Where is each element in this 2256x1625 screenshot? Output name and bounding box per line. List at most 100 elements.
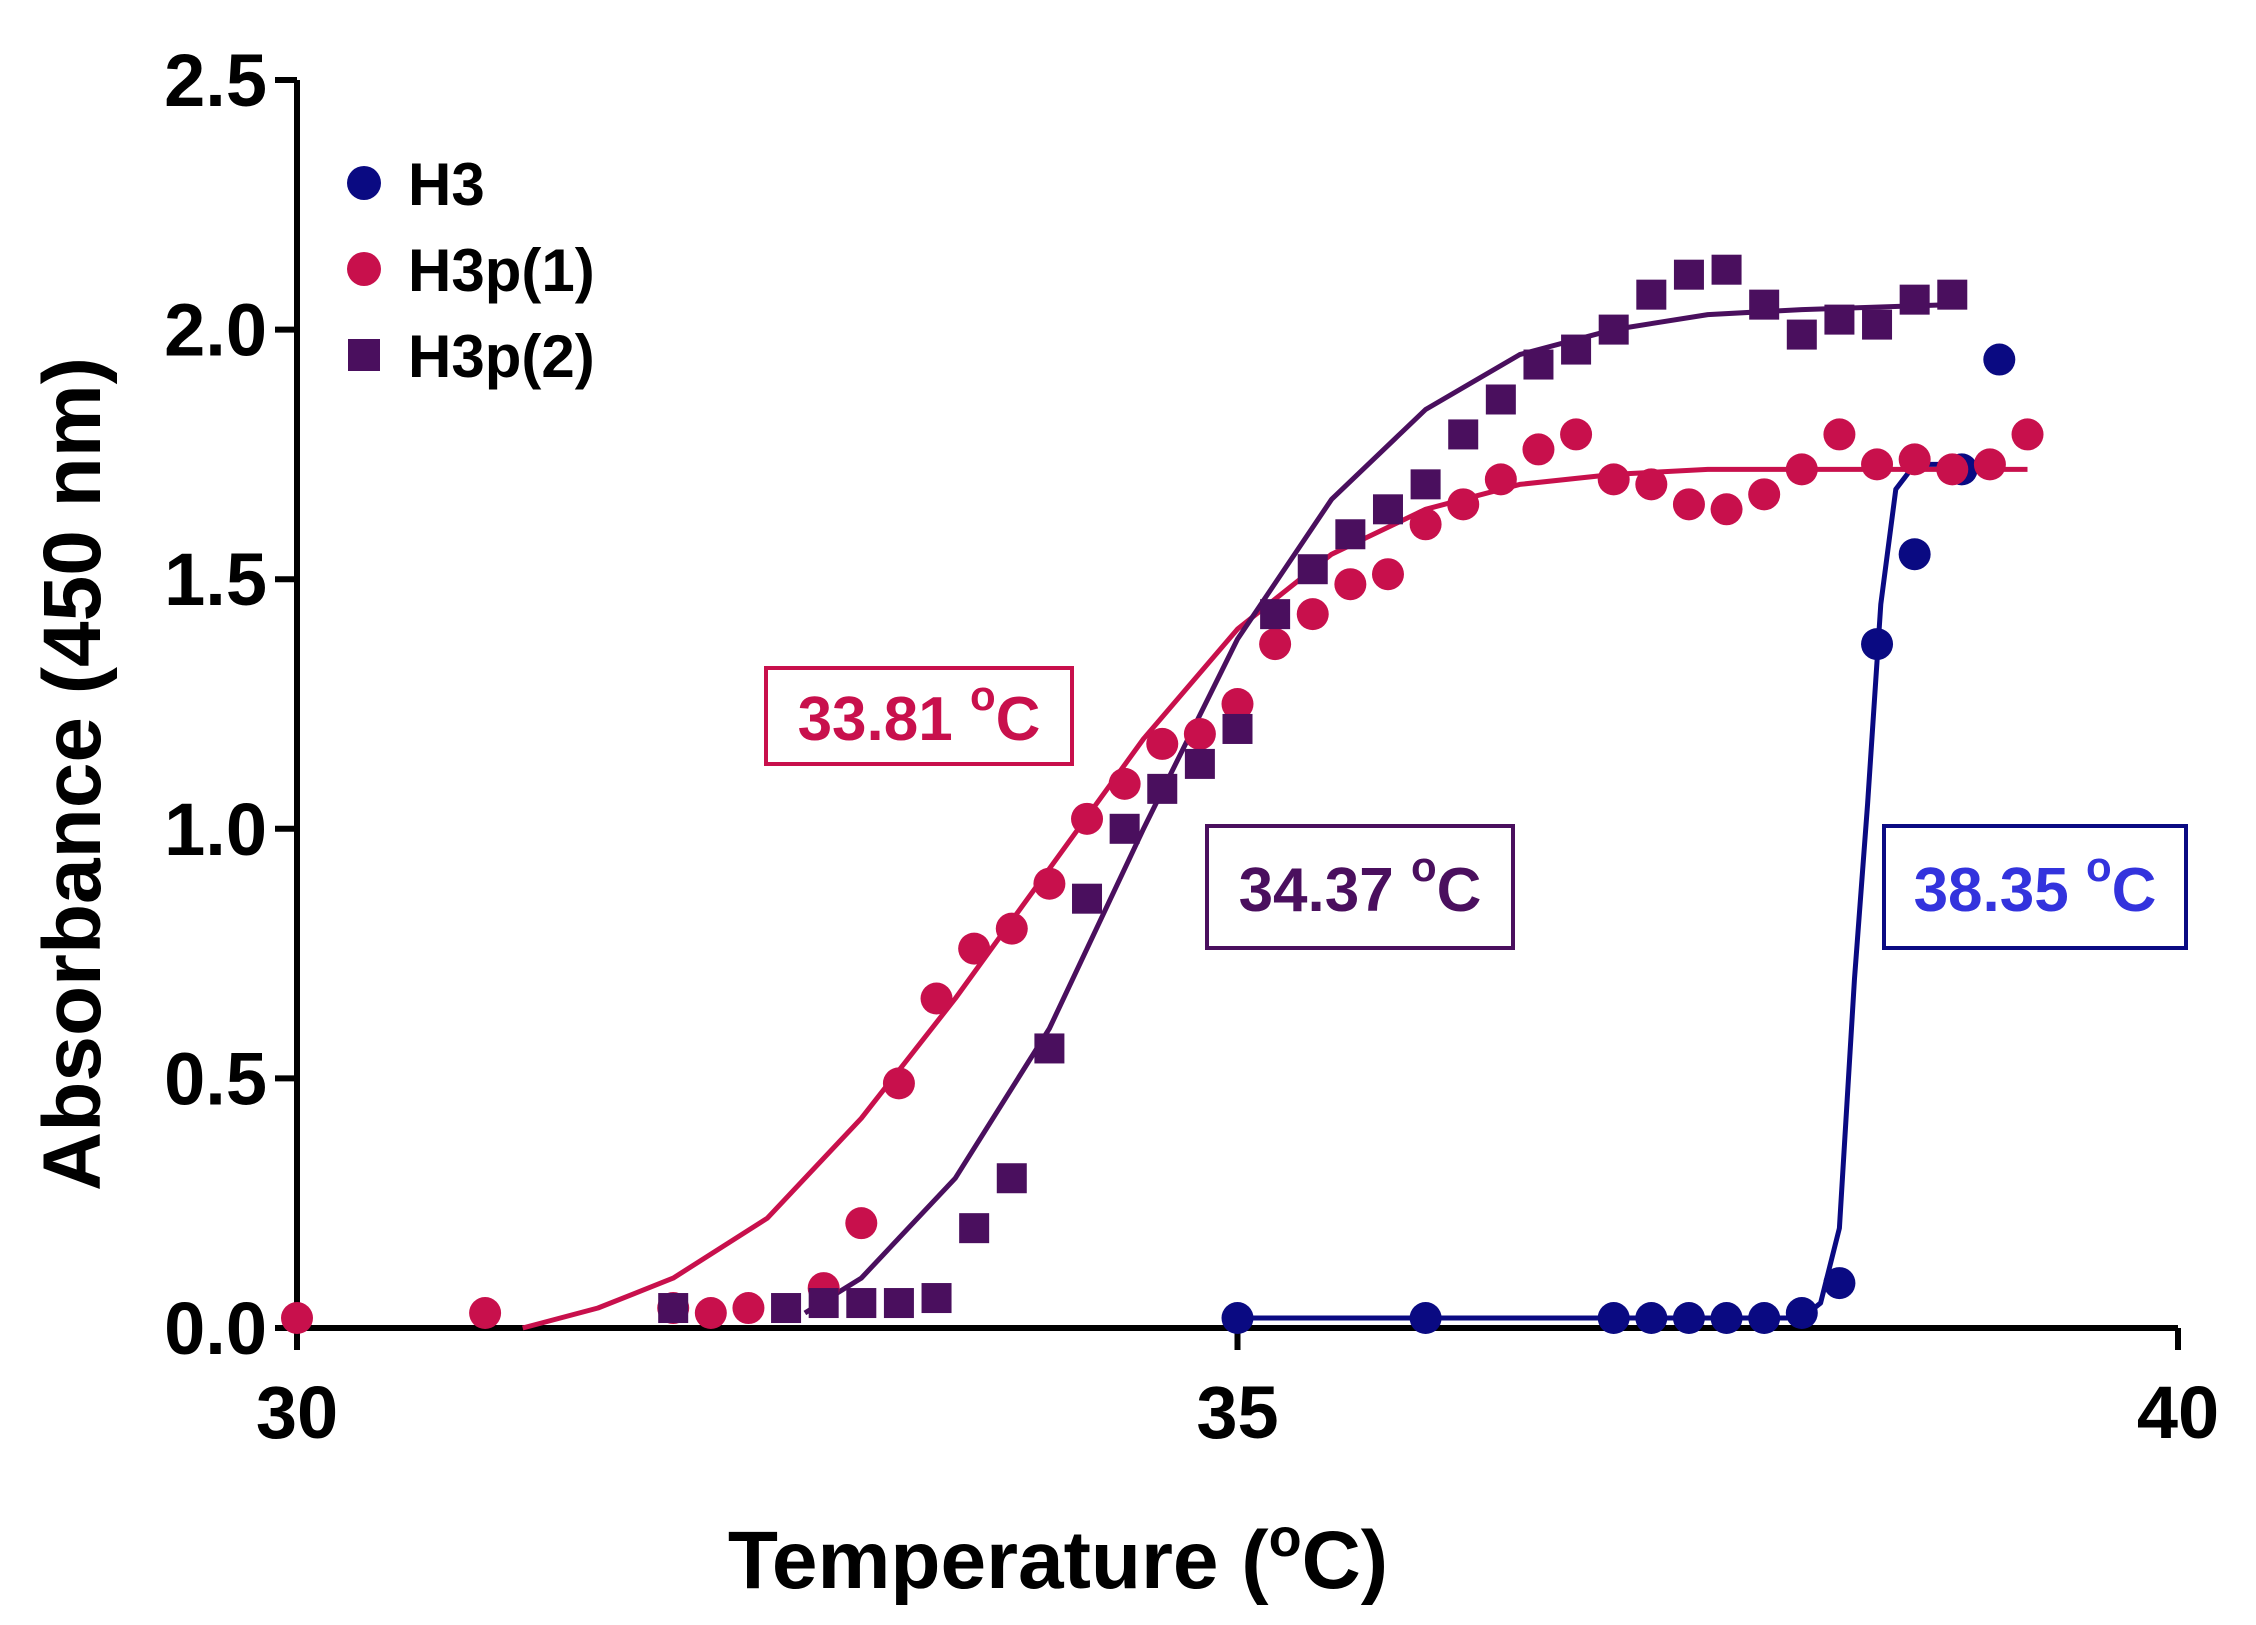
annotation-label: 38.35 oC [1914, 843, 2157, 925]
x-axis-title: Temperature (oC) [728, 1508, 1388, 1606]
annotation-unit: C [2112, 856, 2157, 925]
data-point [1861, 628, 1894, 661]
x-axis-title-end: C) [1302, 1515, 1389, 1606]
data-point [1785, 1297, 1818, 1330]
legend: H3 H3p(1) H3p(2) [347, 151, 595, 390]
y-tick-label: 2.5 [164, 39, 267, 122]
y-tick-label: 1.5 [164, 538, 267, 621]
legend-marker [348, 339, 380, 371]
data-point [1522, 433, 1555, 466]
annotation-value: 33.81 [798, 685, 970, 754]
data-point [958, 932, 991, 965]
data-point [2011, 418, 2044, 451]
data-point [1447, 488, 1480, 521]
data-point [1184, 748, 1215, 779]
fit-curve-h3p2 [803, 302, 1953, 1316]
annotation-box [1882, 824, 2188, 950]
data-point [1748, 1302, 1781, 1335]
data-point [694, 1297, 727, 1330]
data-point [1672, 488, 1705, 521]
data-point [1448, 419, 1479, 450]
data-point [1523, 349, 1554, 380]
data-point [771, 1293, 802, 1324]
data-point [1983, 343, 2016, 376]
legend-marker [347, 252, 381, 286]
data-point [1899, 284, 1930, 315]
data-point [1072, 883, 1103, 914]
data-point [995, 912, 1028, 945]
data-point [1297, 554, 1328, 585]
y-tick-label: 0.5 [164, 1037, 267, 1120]
data-point [1673, 259, 1704, 290]
data-point [1710, 493, 1743, 526]
data-point [996, 1163, 1027, 1194]
data-point [1785, 453, 1818, 486]
data-point [1936, 453, 1969, 486]
annotation-value: 38.35 [1914, 856, 2086, 925]
legend-label: H3p(2) [408, 323, 595, 390]
data-point [1786, 319, 1817, 350]
legend-label: H3p(1) [408, 237, 595, 304]
data-point [1636, 279, 1667, 310]
annotation-unit-sup: o [1411, 843, 1437, 890]
data-point [846, 1288, 877, 1319]
y-tick-label: 2.0 [164, 289, 267, 372]
annotation-unit-sup: o [970, 672, 996, 719]
data-point [882, 1067, 915, 1100]
data-point [1598, 314, 1629, 345]
data-point [883, 1288, 914, 1319]
data-point [1635, 1302, 1668, 1335]
data-point [808, 1288, 839, 1319]
x-axis-title-main: Temperature ( [728, 1515, 1269, 1606]
data-point [1823, 418, 1856, 451]
data-point [1260, 599, 1291, 630]
annotation-box [1205, 824, 1515, 950]
annotation-label: 34.37 oC [1239, 843, 1482, 925]
annotation-value: 34.37 [1239, 856, 1411, 925]
data-point [1635, 468, 1668, 501]
data-point [1033, 867, 1066, 900]
y-tick-label: 0.0 [164, 1287, 267, 1370]
data-point [1183, 717, 1216, 750]
annotation-unit-sup: o [2086, 843, 2112, 890]
data-point [1937, 279, 1968, 310]
data-point [1898, 538, 1931, 571]
data-point [1973, 448, 2006, 481]
data-point [1372, 494, 1403, 525]
data-point [1861, 448, 1894, 481]
data-point [1597, 1302, 1630, 1335]
legend-label: H3 [408, 151, 485, 218]
data-point [1560, 418, 1593, 451]
data-point [1409, 1302, 1442, 1335]
data-point [1597, 463, 1630, 496]
axes-layer: 0.0 0.5 1.0 1.5 2.0 2.5 30 35 40 [164, 39, 2219, 1454]
annotation-unit: C [1437, 856, 1482, 925]
annotation-unit: C [996, 685, 1041, 754]
annotation-label: 33.81 oC [798, 672, 1041, 754]
data-point [1108, 767, 1141, 800]
data-point [1221, 1302, 1254, 1335]
x-axis-title-sup: o [1269, 1508, 1302, 1568]
data-point [732, 1292, 765, 1325]
data-point [1296, 598, 1329, 631]
data-point [658, 1293, 689, 1324]
data-point [1710, 1302, 1743, 1335]
data-point [1823, 1267, 1856, 1300]
legend-marker [347, 166, 381, 200]
data-point [1221, 688, 1254, 720]
data-point [469, 1297, 502, 1330]
data-point [1222, 713, 1253, 744]
data-point [281, 1302, 313, 1335]
data-points [281, 254, 2044, 1335]
data-point [1484, 463, 1517, 496]
data-point [1748, 478, 1781, 511]
annotation-box [764, 666, 1074, 766]
data-point [1259, 628, 1292, 661]
data-point [1749, 289, 1780, 320]
data-point [1561, 334, 1592, 365]
data-point [1410, 469, 1441, 500]
data-point [1409, 508, 1442, 541]
data-point [921, 1283, 952, 1314]
